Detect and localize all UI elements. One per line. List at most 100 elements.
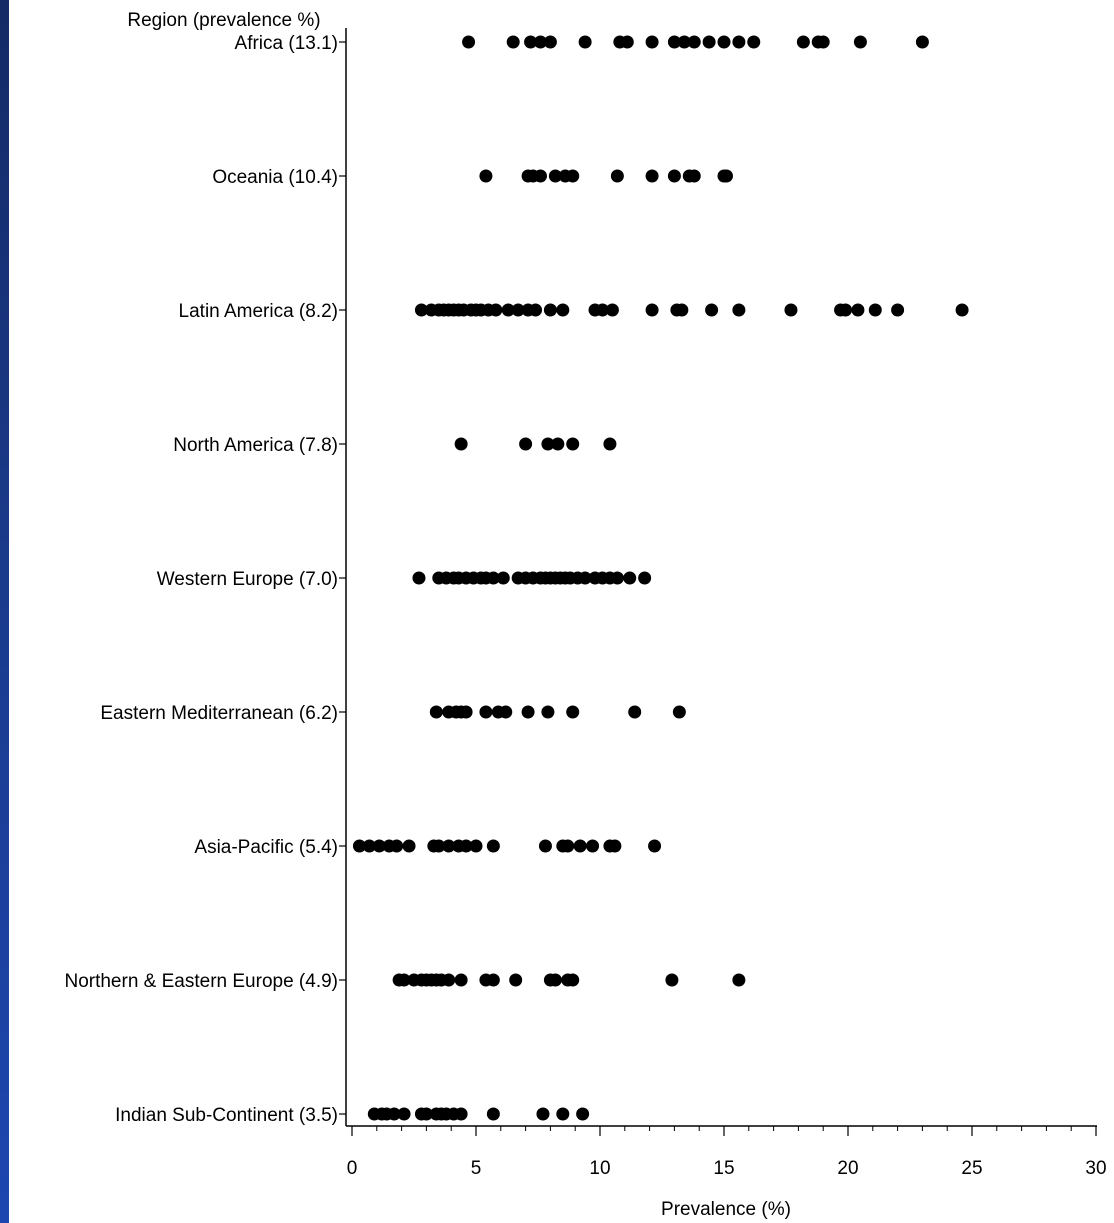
data-point: [442, 839, 456, 853]
data-point: [454, 437, 468, 451]
data-point: [462, 35, 476, 49]
data-point: [479, 169, 493, 183]
data-point: [645, 303, 659, 317]
data-point: [955, 303, 969, 317]
data-point: [541, 437, 555, 451]
data-point: [665, 973, 679, 987]
points-group: [352, 35, 969, 1121]
data-point: [667, 35, 681, 49]
data-point: [524, 35, 538, 49]
data-point: [414, 303, 428, 317]
data-point: [620, 35, 634, 49]
y-category-label: Indian Sub-Continent (3.5): [115, 1105, 338, 1126]
data-point: [529, 303, 543, 317]
data-point: [891, 303, 905, 317]
y-category-label: Oceania (10.4): [212, 167, 338, 188]
data-point: [519, 437, 533, 451]
data-point: [551, 437, 565, 451]
data-point: [402, 839, 416, 853]
data-point: [677, 35, 691, 49]
data-point: [816, 35, 830, 49]
data-point: [784, 303, 798, 317]
y-category-label: Northern & Eastern Europe (4.9): [64, 971, 338, 992]
data-point: [548, 973, 562, 987]
data-point: [533, 169, 547, 183]
data-point: [747, 35, 761, 49]
data-point: [486, 1107, 500, 1121]
data-point: [702, 35, 716, 49]
data-point: [486, 571, 500, 585]
data-point: [648, 839, 662, 853]
x-tick-label: 15: [713, 1158, 734, 1179]
tick-group: [339, 41, 1097, 1136]
data-point: [372, 839, 386, 853]
data-point: [675, 303, 689, 317]
data-point: [687, 35, 701, 49]
data-point: [442, 973, 456, 987]
data-point: [566, 705, 580, 719]
data-point: [573, 839, 587, 853]
data-point: [506, 35, 520, 49]
y-category-label: North America (7.8): [173, 435, 338, 456]
left-border-stripe: [0, 0, 9, 1223]
data-point: [556, 1107, 570, 1121]
data-point: [489, 303, 503, 317]
y-category-label: Africa (13.1): [235, 33, 338, 54]
data-point: [397, 973, 411, 987]
x-tick-label: 5: [471, 1158, 482, 1179]
label-group: 0 5 10 15 20 25 30 Africa (13.1) Oceania (10.4) L…: [64, 33, 1106, 1179]
data-point: [628, 705, 642, 719]
data-point: [479, 705, 493, 719]
data-point: [687, 169, 701, 183]
data-point: [533, 35, 547, 49]
x-tick-label: 20: [837, 1158, 858, 1179]
data-point: [839, 303, 853, 317]
data-point: [387, 1107, 401, 1121]
x-tick-label: 25: [961, 1158, 982, 1179]
x-tick-label: 0: [347, 1158, 358, 1179]
data-point: [732, 303, 746, 317]
data-point: [486, 839, 500, 853]
data-point: [509, 973, 523, 987]
x-axis-title: Prevalence (%): [661, 1199, 791, 1220]
data-point: [586, 839, 600, 853]
data-point: [548, 169, 562, 183]
data-point: [541, 705, 555, 719]
data-point: [610, 571, 624, 585]
data-point: [538, 839, 552, 853]
data-point: [672, 705, 686, 719]
data-point: [556, 303, 570, 317]
data-point: [868, 303, 882, 317]
data-point: [486, 973, 500, 987]
data-point: [566, 169, 580, 183]
y-axis-title: Region (prevalence %): [127, 10, 320, 31]
data-point: [605, 303, 619, 317]
data-point: [459, 705, 473, 719]
data-point: [566, 973, 580, 987]
data-point: [578, 35, 592, 49]
data-point: [851, 303, 865, 317]
data-point: [576, 1107, 590, 1121]
data-point: [595, 303, 609, 317]
data-point: [536, 1107, 550, 1121]
data-point: [638, 571, 652, 585]
data-point: [521, 705, 535, 719]
data-point: [469, 839, 483, 853]
data-point: [543, 303, 557, 317]
data-point: [454, 1107, 468, 1121]
y-category-label: Asia-Pacific (5.4): [194, 837, 338, 858]
data-point: [645, 35, 659, 49]
data-point: [915, 35, 929, 49]
data-point: [705, 303, 719, 317]
data-point: [501, 303, 515, 317]
data-point: [454, 973, 468, 987]
data-point: [566, 437, 580, 451]
y-category-label: Latin America (8.2): [179, 301, 338, 322]
data-point: [432, 839, 446, 853]
data-point: [719, 169, 733, 183]
data-point: [732, 35, 746, 49]
data-point: [543, 35, 557, 49]
y-category-label: Eastern Mediterranean (6.2): [100, 703, 338, 724]
data-point: [732, 973, 746, 987]
